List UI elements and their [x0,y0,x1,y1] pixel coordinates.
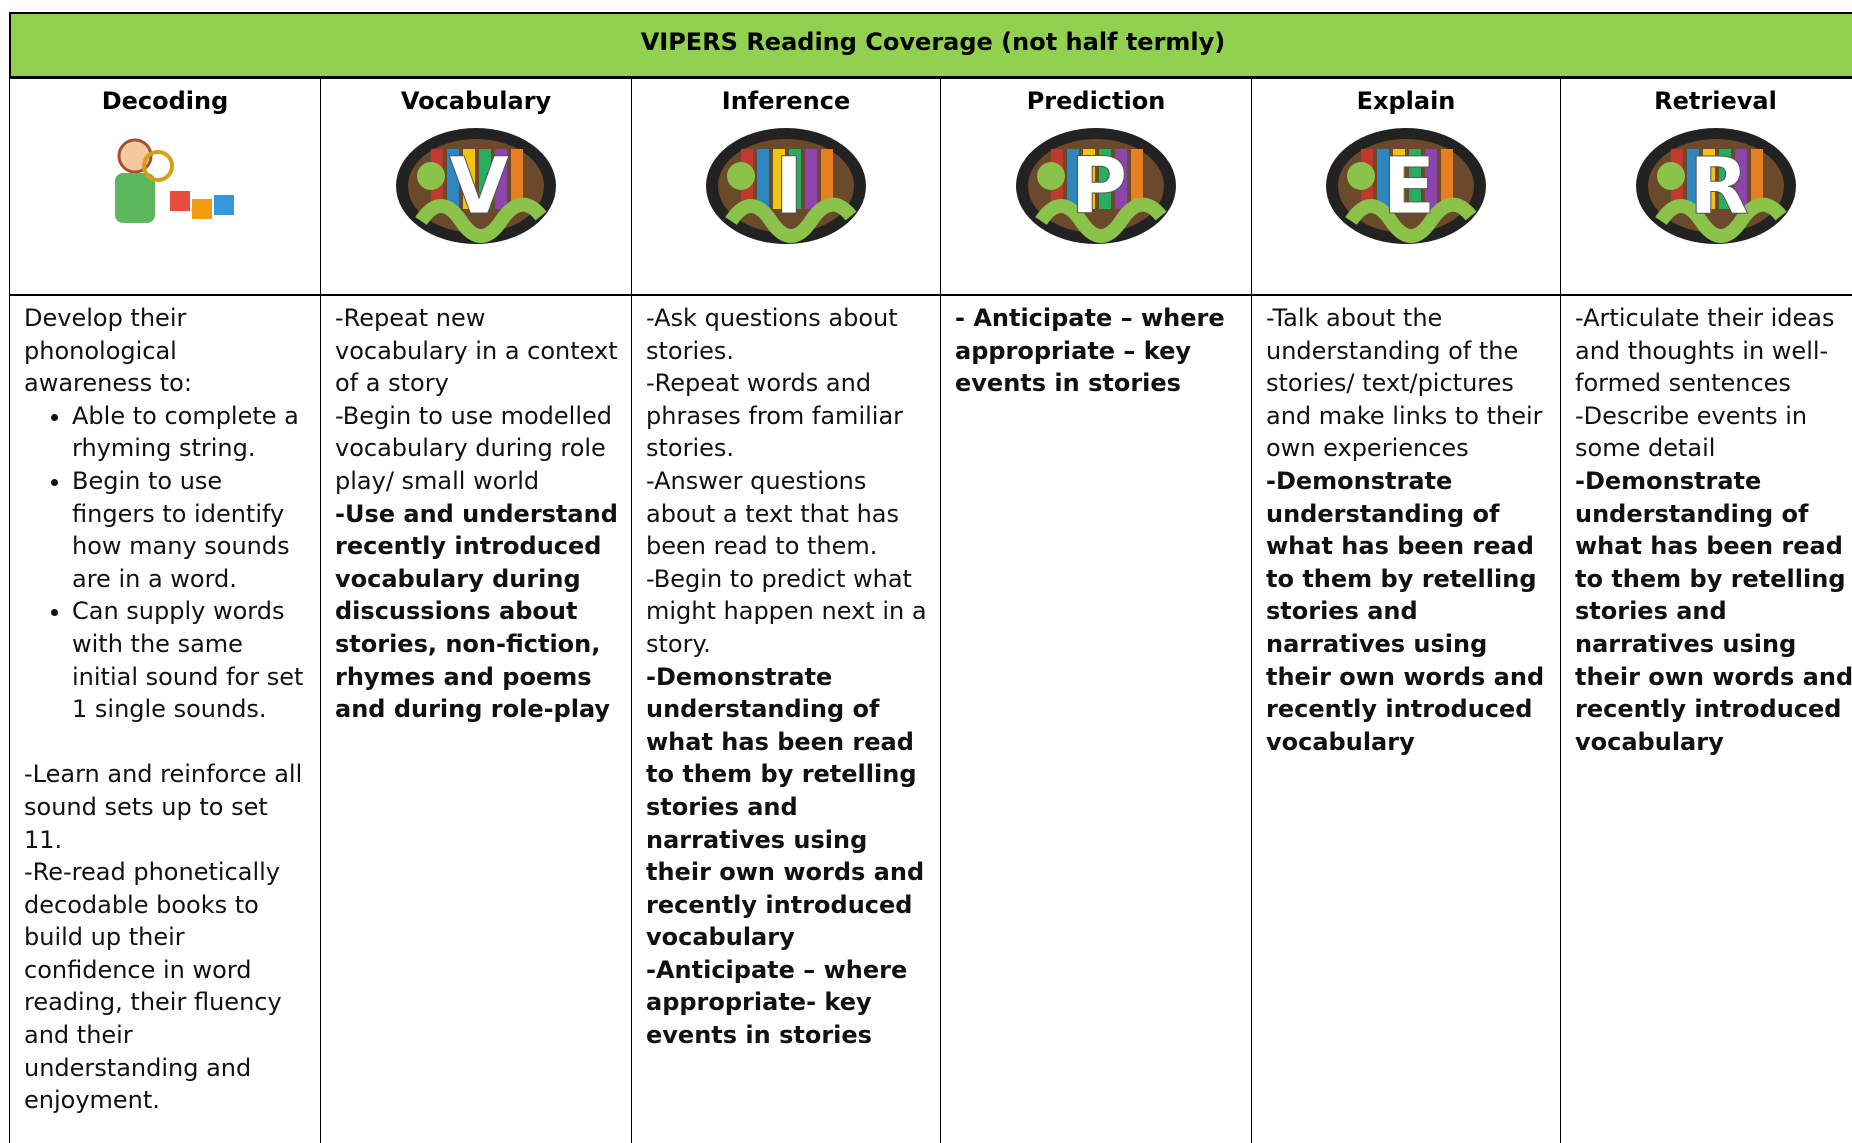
paragraph: -Learn and reinforce all sound sets up t… [24,760,303,854]
icon-letter: E [1382,142,1435,232]
column-header: Retrieval R [1560,78,1852,295]
bold-paragraph: -Demonstrate understanding of what has b… [1266,466,1545,756]
column-header: Explain E [1251,78,1561,295]
icon-book [447,149,459,209]
icon-book [1425,149,1437,209]
column-icon: V [396,128,556,244]
column-heading: Prediction [1026,87,1166,115]
icon-book [495,149,507,209]
icon-snake [415,197,547,243]
column-body: -Repeat new vocabulary in a context of a… [320,295,632,1143]
icon-letter: P [1070,142,1127,232]
column-body: Develop their phonological awareness to:… [9,295,321,1143]
bold-paragraph: - Anticipate – where appropriate – key e… [955,304,1225,398]
icon-snake-head [417,162,445,190]
icon-book [1702,149,1715,209]
icon-book [1686,149,1699,209]
column-icon: I [706,128,866,244]
paragraph: -Begin to predict what might happen next… [646,564,927,658]
paragraph: -Begin to use modelled vocabulary during… [335,401,613,495]
column-body: -Talk about the understanding of the sto… [1251,295,1561,1143]
icon-snake-head [1347,162,1375,190]
bullet-item: Begin to use fingers to identify how man… [72,465,310,595]
bullet-item: Can supply words with the same initial s… [72,595,310,725]
icon-book [511,149,523,209]
paragraph: -Ask questions about stories. [646,304,898,365]
bold-paragraph: -Demonstrate understanding of what has b… [1575,466,1852,756]
icon-book [1131,149,1143,209]
column-icon: E [1326,128,1486,244]
magnifier [142,150,174,182]
column-body: - Anticipate – where appropriate – key e… [940,295,1252,1143]
icon-book [1718,149,1731,209]
word-tile-3 [214,195,234,215]
column-icon: P [1016,128,1176,244]
paragraph: Develop their phonological awareness to: [24,304,192,398]
paragraph: -Articulate their ideas and thoughts in … [1575,304,1835,398]
icon-snake-head [1656,162,1685,190]
paragraph: -Repeat words and phrases from familiar … [646,369,904,463]
icon-snake [725,197,857,243]
icon-book [1377,149,1389,209]
column-heading: Explain [1356,87,1456,115]
column-icon: R [1635,128,1796,244]
icon-book [1115,149,1127,209]
column-body: -Ask questions about stories. -Repeat wor… [631,295,941,1143]
icon-book [821,149,833,209]
icon-snake [1035,197,1167,243]
icon-book [789,149,801,209]
column-body: -Articulate their ideas and thoughts in … [1560,295,1852,1143]
word-tile-1 [170,191,190,211]
icon-book [805,149,817,209]
icon-book [1099,149,1111,209]
bold-paragraph: -Use and understand recently introduced … [335,499,618,724]
column-heading: Inference [721,87,851,115]
paragraph: -Answer questions about a text that has … [646,466,899,561]
column-header: Prediction P [940,78,1252,295]
icon-book [479,149,491,209]
column-heading: Vocabulary [400,87,552,115]
icon-snake-head [1037,162,1065,190]
paragraph: -Repeat new vocabulary in a context of a… [335,304,618,398]
icon-book [1750,149,1763,209]
table-title: VIPERS Reading Coverage (not half termly… [9,12,1852,78]
column-header: Inference I [631,78,941,295]
bullet-item: Able to complete a rhyming string. [72,400,310,465]
bold-paragraph: -Demonstrate understanding of what has b… [646,662,925,952]
paragraph: -Re-read phonetically decodable books to… [24,858,282,1115]
icon-book [1409,149,1421,209]
column-icon [115,138,234,223]
paragraph: -Talk about the understanding of the sto… [1266,304,1543,463]
icon-book [463,149,475,209]
column-header: Vocabulary V [320,78,632,295]
column-heading: Retrieval [1654,87,1777,115]
icon-book [1441,149,1453,209]
bold-paragraph: -Anticipate – where appropriate- key eve… [646,955,908,1050]
icon-book [1734,149,1747,209]
column-heading: Decoding [101,87,229,115]
icon-snake [1654,197,1786,243]
icon-book [1067,149,1079,209]
bullet-list: Able to complete a rhyming string.Begin … [24,400,310,726]
column-header: Decoding [9,78,321,295]
icon-snake-head [727,162,755,190]
icon-letter: I [774,142,803,232]
icon-book [1083,149,1095,209]
figure-body [115,173,155,223]
icon-book [1393,149,1405,209]
icon-letter: R [1688,142,1748,232]
paragraph: -Describe events in some detail [1575,401,1808,463]
icon-letter: V [449,142,509,232]
icon-book [773,149,785,209]
word-tile-2 [192,199,212,219]
icon-snake [1345,197,1477,243]
icon-book [757,149,769,209]
